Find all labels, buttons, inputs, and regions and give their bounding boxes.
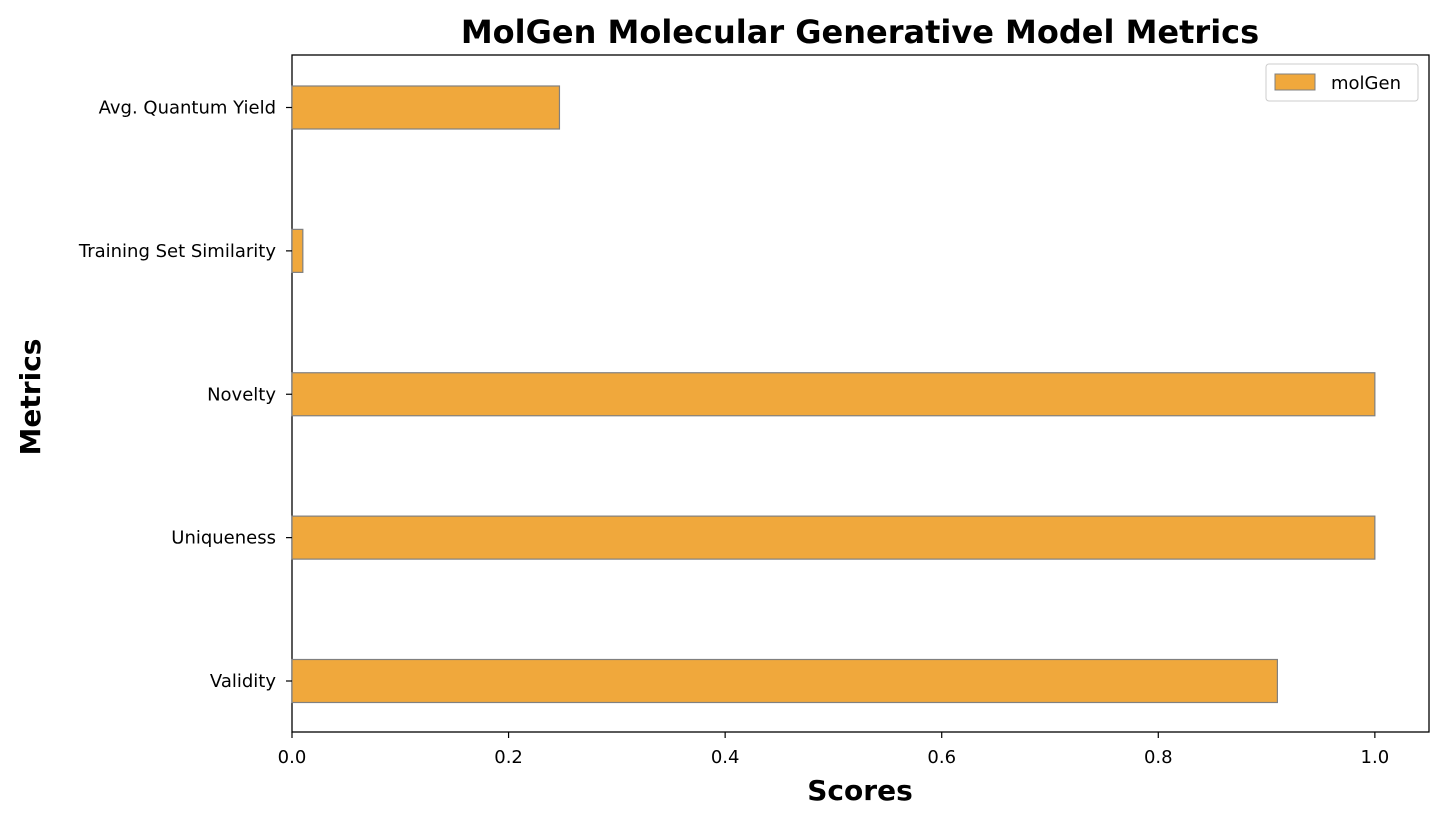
bar-validity bbox=[291, 658, 1279, 704]
x-axis-ticks: 0.0 0.2 0.4 0.6 0.8 1.0 bbox=[278, 732, 1389, 768]
x-axis-label: Scores bbox=[807, 774, 912, 807]
y-tick-label: Avg. Quantum Yield bbox=[99, 98, 276, 119]
y-axis-label: Metrics bbox=[14, 339, 47, 456]
y-tick-label: Validity bbox=[210, 671, 276, 692]
x-tick-label: 0.6 bbox=[927, 747, 956, 768]
legend-frame bbox=[1265, 63, 1419, 102]
bar-training-set-similarity bbox=[291, 228, 304, 273]
x-tick-label: 1.0 bbox=[1361, 747, 1390, 768]
bar-novelty bbox=[291, 372, 1376, 417]
y-tick-label: Training Set Similarity bbox=[78, 241, 276, 262]
bar-avg-quantum-yield bbox=[291, 85, 561, 130]
bars-group bbox=[291, 85, 1376, 704]
x-tick-label: 0.8 bbox=[1144, 747, 1173, 768]
chart-title: MolGen Molecular Generative Model Metric… bbox=[461, 13, 1259, 51]
bar-uniqueness bbox=[291, 515, 1376, 560]
x-tick-label: 0.4 bbox=[711, 747, 740, 768]
legend-label: molGen bbox=[1331, 73, 1401, 94]
y-tick-label: Uniqueness bbox=[171, 528, 276, 549]
y-tick-label: Novelty bbox=[207, 384, 276, 405]
x-tick-label: 0.2 bbox=[494, 747, 523, 768]
y-axis-ticks: Validity Uniqueness Novelty Training Set Si… bbox=[78, 98, 292, 692]
legend-swatch bbox=[1274, 73, 1316, 91]
legend: molGen bbox=[1265, 63, 1419, 102]
x-tick-label: 0.0 bbox=[278, 747, 307, 768]
